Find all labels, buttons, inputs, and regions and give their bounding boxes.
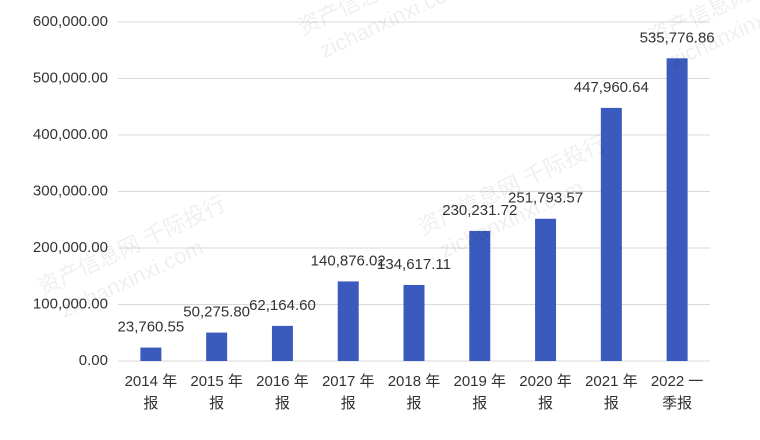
bar: [600, 107, 622, 361]
y-tick-label: 100,000.00: [33, 295, 108, 312]
data-label: 134,617.11: [377, 256, 451, 273]
x-tick-label: 2017 年报: [321, 373, 375, 412]
x-tick-label-box: 2022 一季报: [650, 373, 704, 412]
bar: [403, 284, 425, 361]
x-tick-label: 2021 年报: [585, 373, 638, 412]
x-tick-label: 2018 年报: [387, 373, 441, 412]
bar: [666, 58, 688, 362]
bar: [337, 281, 359, 361]
data-label: 50,275.80: [183, 304, 250, 321]
bar: [271, 325, 293, 361]
data-label: 535,776.86: [640, 29, 715, 46]
x-tick-label-box: 2018 年报: [387, 373, 441, 412]
data-label: 140,876.02: [311, 252, 386, 269]
x-tick-label: 2014 年报: [124, 373, 178, 412]
y-tick-label: 400,000.00: [33, 126, 108, 143]
x-tick-label: 2022 一季报: [650, 373, 704, 412]
bar: [140, 347, 162, 361]
bar: [206, 332, 228, 361]
x-tick-label-box: 2016 年报: [256, 373, 309, 412]
x-tick-label: 2020 年报: [519, 373, 572, 412]
x-tick-label-box: 2019 年报: [453, 373, 507, 412]
x-tick-label: 2016 年报: [256, 373, 309, 412]
x-tick-label-box: 2021 年报: [585, 373, 638, 412]
y-tick-label: 200,000.00: [33, 239, 108, 256]
data-label: 251,793.57: [508, 190, 583, 207]
x-tick-label: 2019 年报: [453, 373, 507, 412]
data-label: 23,760.55: [118, 319, 185, 336]
data-label: 447,960.64: [574, 79, 649, 96]
y-tick-label: 600,000.00: [33, 13, 108, 30]
x-tick-label: 2015 年报: [190, 373, 243, 412]
data-label: 230,231.72: [442, 202, 517, 219]
y-tick-label: 0.00: [79, 352, 108, 369]
x-tick-label-box: 2014 年报: [124, 373, 178, 412]
bar: [469, 230, 491, 361]
y-tick-label: 300,000.00: [33, 182, 108, 199]
x-tick-label-box: 2017 年报: [321, 373, 375, 412]
x-tick-label-box: 2020 年报: [519, 373, 572, 412]
bar: [535, 218, 557, 361]
data-label: 62,164.60: [249, 297, 316, 314]
x-tick-label-box: 2015 年报: [190, 373, 243, 412]
y-tick-label: 500,000.00: [33, 69, 108, 86]
